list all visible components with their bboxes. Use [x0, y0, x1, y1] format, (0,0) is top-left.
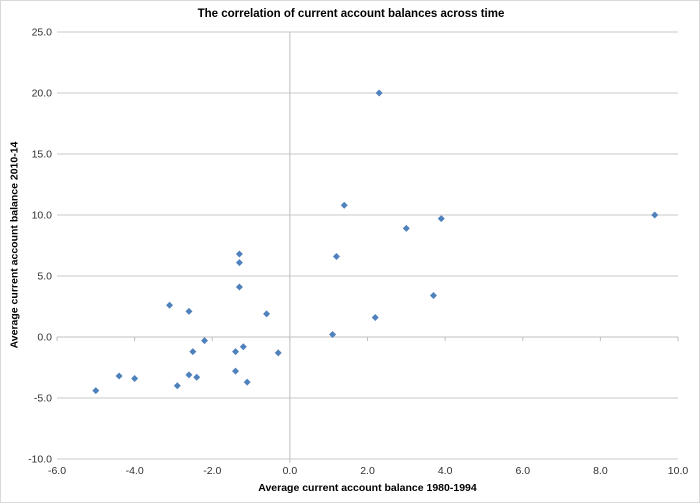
data-point	[131, 374, 139, 382]
data-point	[193, 373, 201, 381]
data-point	[274, 349, 282, 357]
data-point	[340, 201, 348, 209]
data-point	[243, 378, 251, 386]
x-tick-label: -4.0	[126, 465, 144, 477]
data-point	[651, 211, 659, 219]
data-point	[263, 310, 271, 318]
x-tick-label: -6.0	[48, 465, 66, 477]
data-point	[115, 372, 123, 380]
x-tick-label: 10.0	[668, 465, 689, 477]
y-axis-title: Average current account balance 2010-14	[8, 141, 21, 349]
data-point	[189, 348, 197, 356]
data-point	[235, 250, 243, 258]
data-point	[200, 337, 208, 345]
x-tick-label: 4.0	[438, 465, 453, 477]
x-tick-label: 6.0	[515, 465, 530, 477]
chart-title: The correlation of current account balan…	[197, 8, 505, 20]
data-point	[437, 215, 445, 223]
data-point	[329, 331, 337, 339]
x-tick-label: 0.0	[283, 465, 298, 477]
y-tick-label: 10.0	[32, 210, 53, 222]
data-point	[232, 367, 240, 375]
x-tick-label: 8.0	[593, 465, 608, 477]
y-tick-label: -5.0	[34, 393, 52, 405]
data-point	[185, 371, 193, 379]
data-point	[239, 343, 247, 351]
data-point	[375, 89, 383, 97]
data-point	[92, 387, 100, 395]
data-point	[371, 313, 379, 321]
y-tick-label: -10.0	[28, 454, 52, 466]
y-tick-label: 20.0	[32, 88, 53, 100]
y-tick-label: 0.0	[37, 332, 52, 344]
data-point	[235, 259, 243, 267]
data-point	[185, 307, 193, 315]
data-point	[332, 252, 340, 260]
x-axis-title: Average current account balance 1980-199…	[258, 482, 477, 494]
y-tick-label: 5.0	[37, 271, 52, 283]
x-tick-label: 2.0	[360, 465, 375, 477]
data-point	[235, 283, 243, 291]
y-tick-label: 25.0	[32, 27, 53, 39]
data-point	[166, 301, 174, 309]
data-point	[429, 292, 437, 300]
y-tick-label: 15.0	[32, 149, 53, 161]
data-point	[402, 224, 410, 232]
x-tick-label: -2.0	[203, 465, 221, 477]
data-point	[232, 348, 240, 356]
data-point	[173, 382, 181, 390]
